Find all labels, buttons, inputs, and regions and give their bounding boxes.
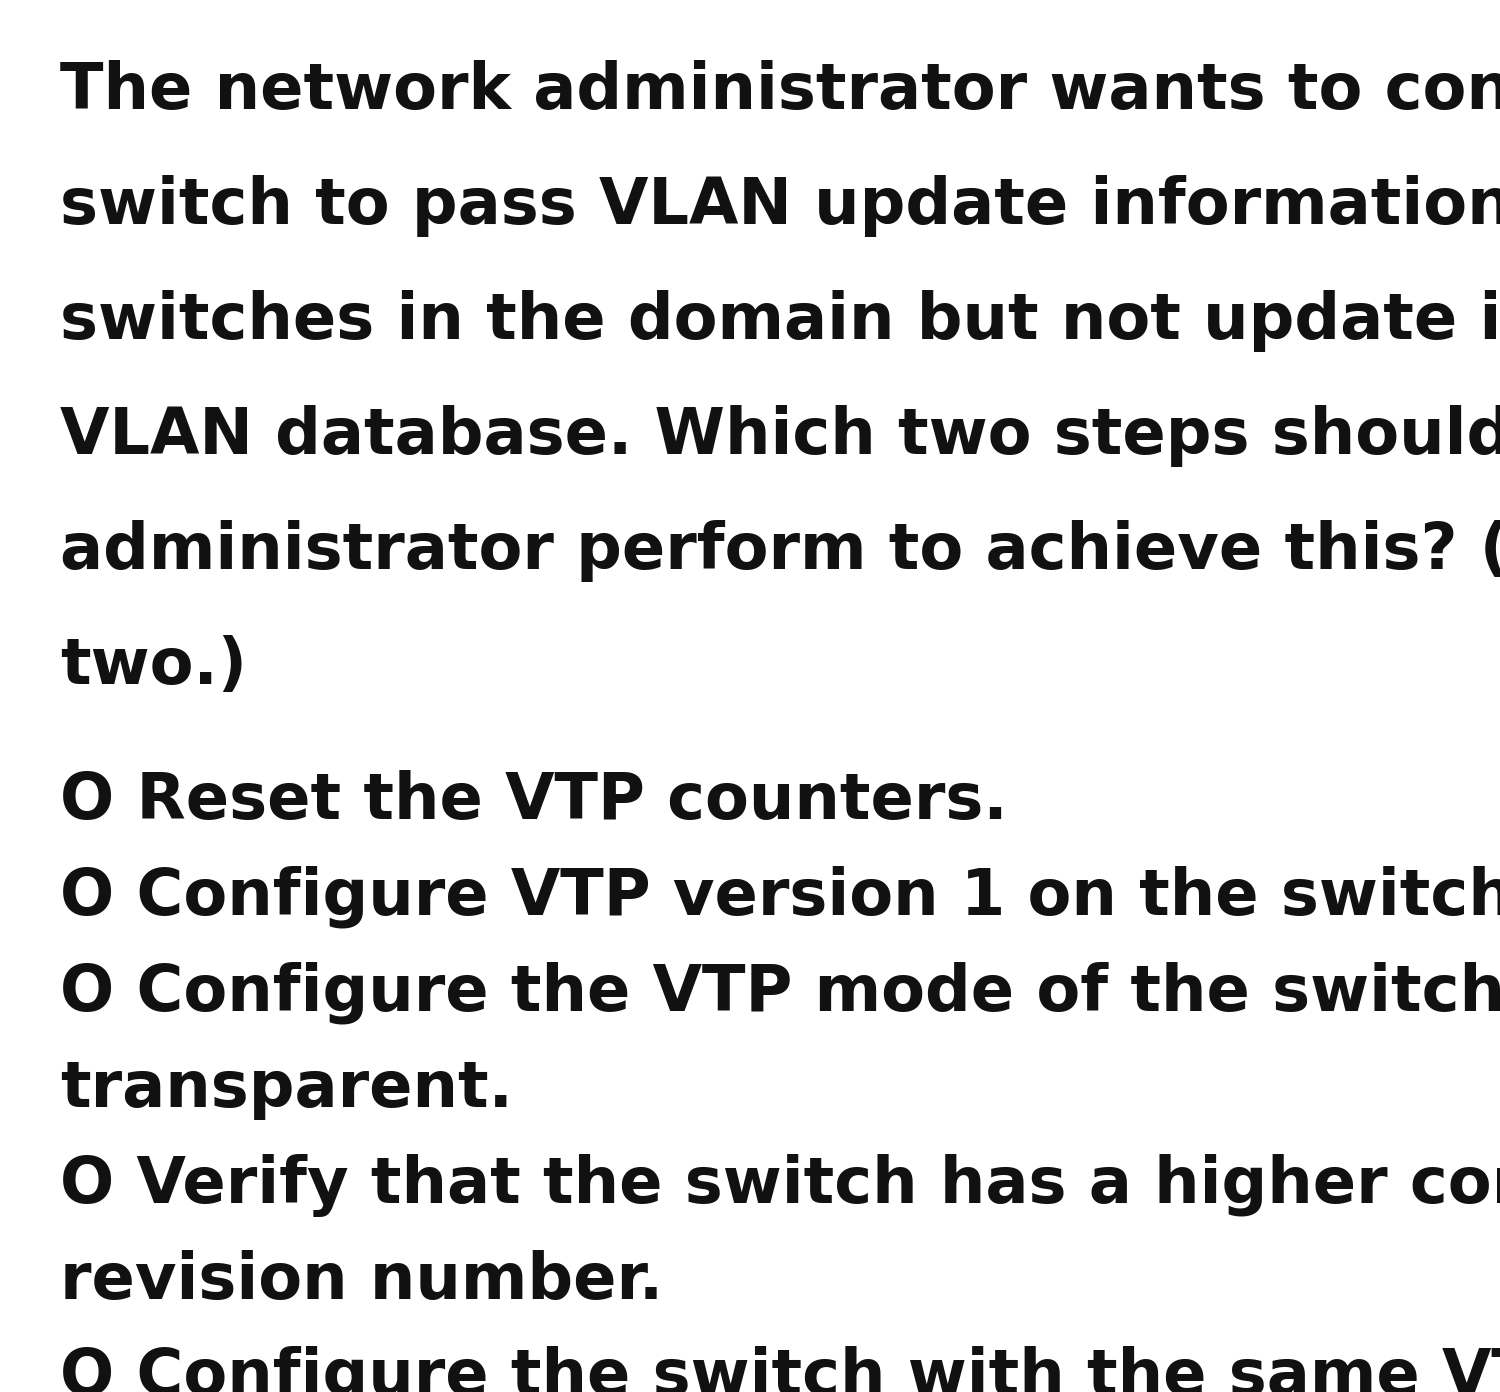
Text: VLAN database. Which two steps should the: VLAN database. Which two steps should th…: [60, 405, 1500, 466]
Text: O Reset the VTP counters.: O Reset the VTP counters.: [60, 770, 1008, 832]
Text: switch to pass VLAN update information to other: switch to pass VLAN update information t…: [60, 175, 1500, 237]
Text: O Configure the switch with the same VTP domain: O Configure the switch with the same VTP…: [60, 1346, 1500, 1392]
Text: switches in the domain but not update its own local: switches in the domain but not update it…: [60, 290, 1500, 352]
Text: O Verify that the switch has a higher configuration: O Verify that the switch has a higher co…: [60, 1154, 1500, 1217]
Text: two.): two.): [60, 635, 248, 697]
Text: revision number.: revision number.: [60, 1250, 663, 1313]
Text: administrator perform to achieve this? (Choose: administrator perform to achieve this? (…: [60, 521, 1500, 582]
Text: O Configure VTP version 1 on the switch.: O Configure VTP version 1 on the switch.: [60, 866, 1500, 928]
Text: O Configure the VTP mode of the switch to: O Configure the VTP mode of the switch t…: [60, 962, 1500, 1025]
Text: The network administrator wants to configure a: The network administrator wants to confi…: [60, 60, 1500, 122]
Text: transparent.: transparent.: [60, 1058, 513, 1121]
